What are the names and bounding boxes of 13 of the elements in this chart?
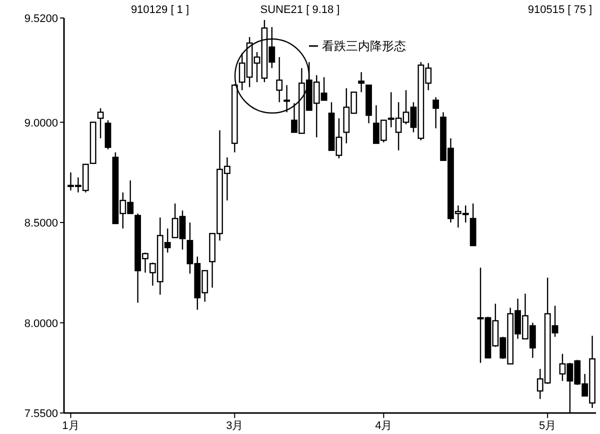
text: SUNE21 [ 9.18 ] [260,4,340,16]
y-tick-label: 8.5000 [24,218,58,230]
text: 910515 [ 75 ] [528,4,592,16]
x-tick-label: 3月 [226,420,244,432]
y-tick-label: 7.5500 [24,408,58,420]
y-tick-label: 9.0000 [24,117,58,130]
x-tick-label: 1月 [62,420,80,432]
y-tick-label: 9.5200 [24,13,58,25]
y-tick-label: 8.0000 [24,318,58,330]
text: 910129 [ 1 ] [130,4,190,16]
x-tick-label: 4月 [375,420,392,432]
annotation: 看跌三内降形态 [322,39,406,53]
x-tick-label: 5月 [539,420,556,432]
